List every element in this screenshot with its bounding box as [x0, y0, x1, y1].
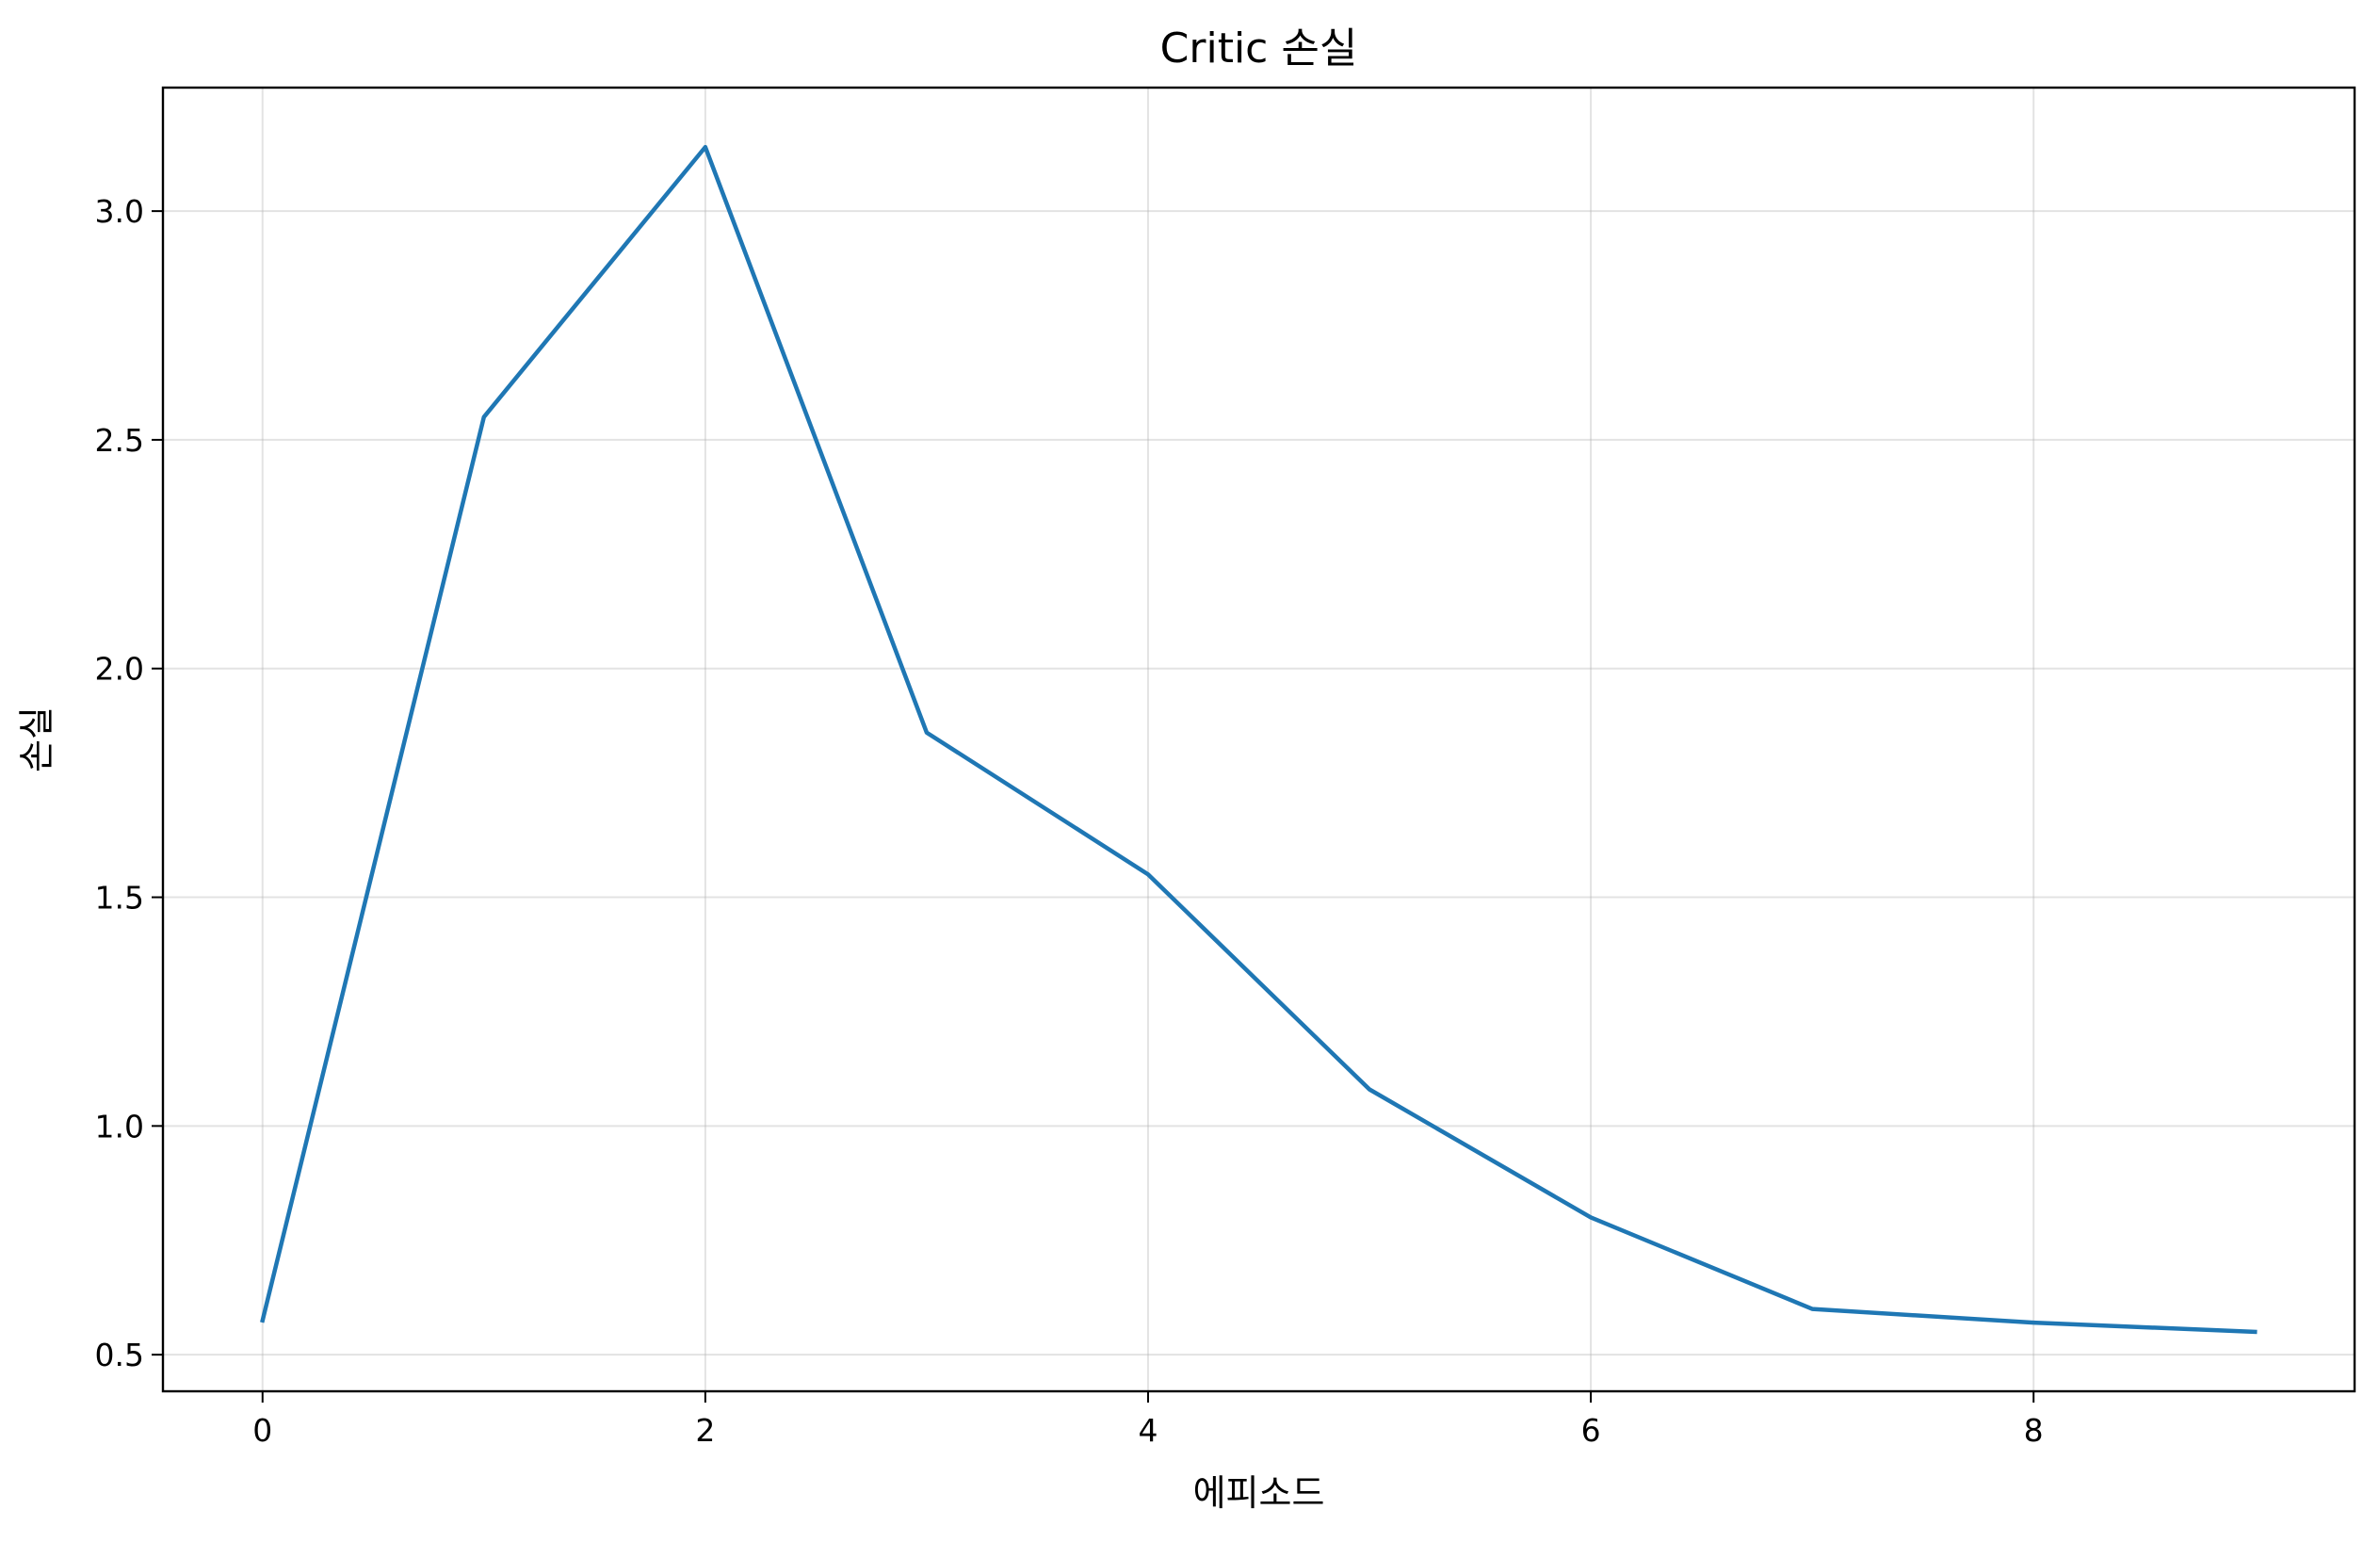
chart-title: Critic 손실 [1160, 24, 1358, 73]
x-tick-label: 6 [1581, 1412, 1601, 1449]
x-tick-label: 0 [252, 1412, 272, 1449]
y-tick-label: 0.5 [95, 1337, 144, 1373]
series-line [260, 144, 2258, 1335]
x-tick-label: 2 [695, 1412, 715, 1449]
grid [163, 88, 2355, 1391]
x-axis-label: 에피소드 [1193, 1472, 1325, 1514]
plot-area-frame [161, 86, 2356, 1393]
y-tick-label: 2.5 [95, 422, 144, 459]
x-tick-label: 8 [2024, 1412, 2044, 1449]
y-tick-label: 1.0 [95, 1108, 144, 1144]
y-tick-label: 3.0 [95, 193, 144, 230]
x-tick-label: 4 [1138, 1412, 1158, 1449]
y-axis-label: 손실 [16, 706, 57, 772]
series-group [260, 144, 2258, 1335]
y-tick-label: 2.0 [95, 651, 144, 688]
y-tick-label: 1.5 [95, 880, 144, 917]
y-axis-ticks: 0.5 1.0 1.5 2.0 2.5 3.0 [95, 193, 163, 1373]
x-axis-ticks: 0 2 4 6 8 [252, 1391, 2044, 1449]
